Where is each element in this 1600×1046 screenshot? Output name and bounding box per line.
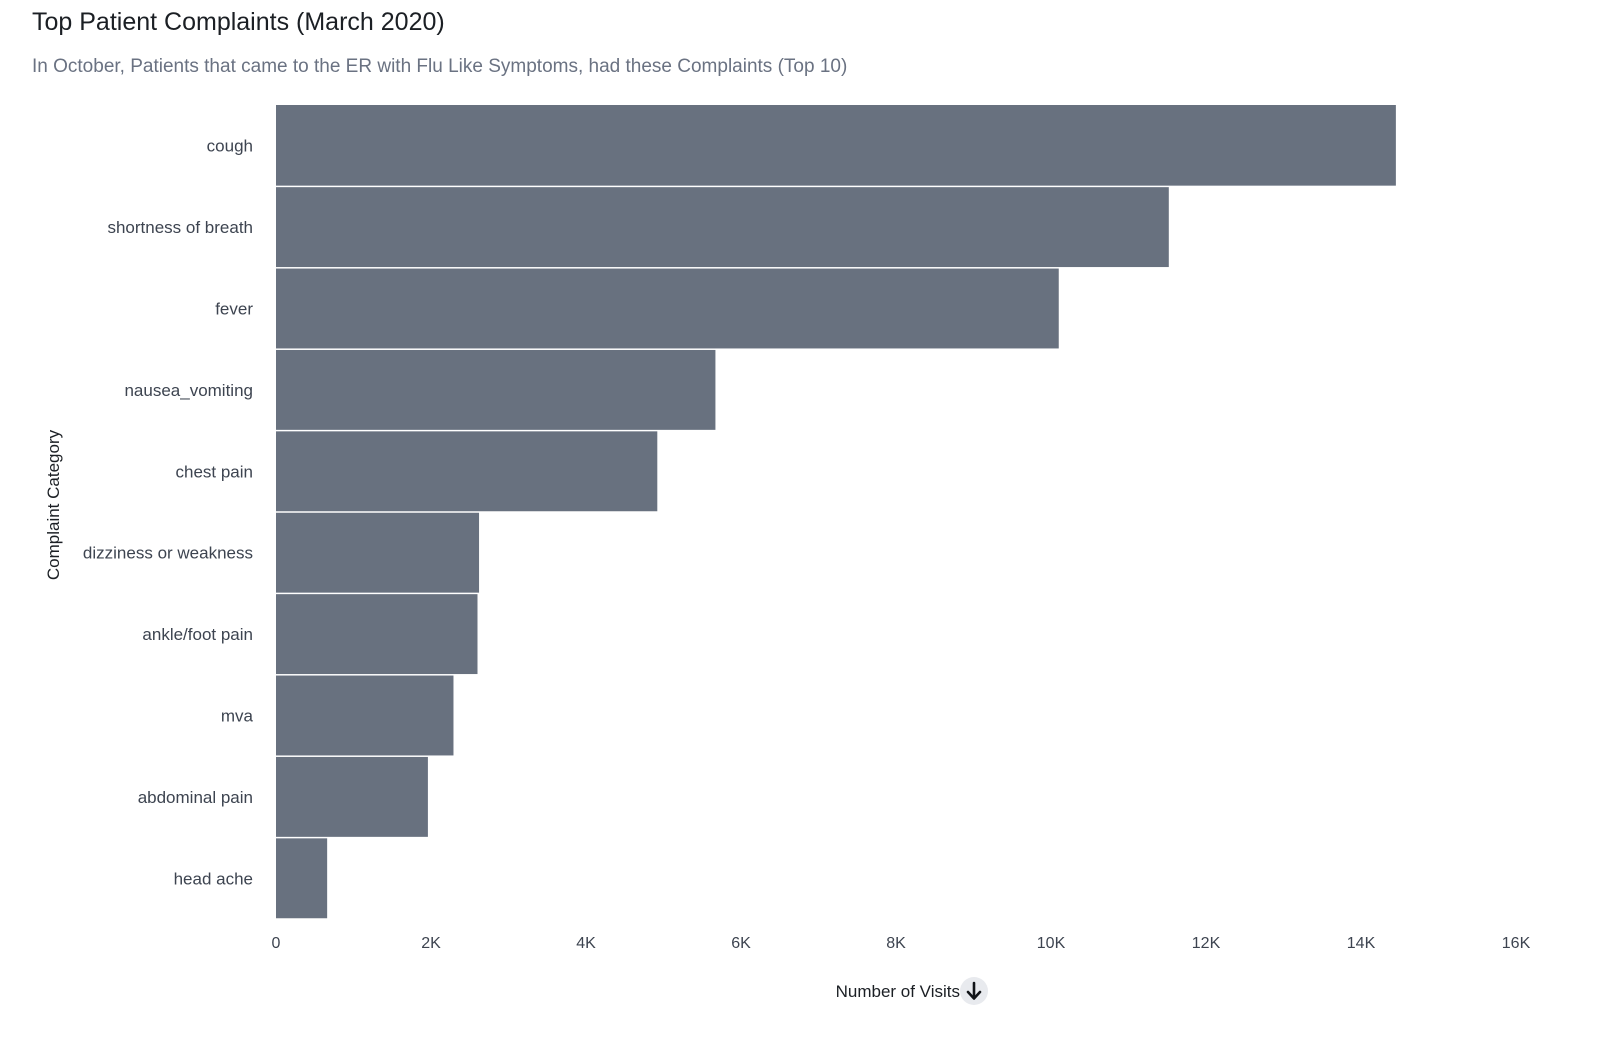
category-label: cough — [207, 137, 253, 156]
x-tick-label: 8K — [886, 935, 906, 952]
category-label: ankle/foot pain — [142, 625, 253, 644]
bar[interactable] — [276, 675, 454, 756]
bar[interactable] — [276, 431, 658, 512]
x-tick-label: 4K — [576, 935, 596, 952]
bar[interactable] — [276, 105, 1396, 186]
bar[interactable] — [276, 349, 716, 430]
bar[interactable] — [276, 268, 1059, 349]
category-label: chest pain — [176, 462, 254, 481]
category-label: mva — [221, 707, 254, 726]
category-label: head ache — [174, 869, 253, 888]
bar[interactable] — [276, 512, 480, 593]
x-tick-label: 16K — [1502, 935, 1531, 952]
chart-subtitle: In October, Patients that came to the ER… — [32, 56, 848, 77]
category-label: nausea_vomiting — [124, 381, 253, 400]
x-tick-label: 0 — [272, 935, 281, 952]
bar[interactable] — [276, 594, 478, 675]
category-label: dizziness or weakness — [83, 544, 253, 563]
bar[interactable] — [276, 187, 1169, 268]
category-label: shortness of breath — [107, 218, 253, 237]
category-label: abdominal pain — [138, 788, 253, 807]
x-tick-label: 14K — [1347, 935, 1376, 952]
chart-title: Top Patient Complaints (March 2020) — [32, 8, 445, 36]
x-axis-title: Number of Visits — [836, 982, 960, 1001]
sort-button[interactable] — [960, 977, 988, 1005]
x-tick-label: 6K — [731, 935, 751, 952]
y-axis-title: Complaint Category — [44, 429, 63, 580]
x-tick-label: 12K — [1192, 935, 1221, 952]
bar[interactable] — [276, 756, 428, 837]
x-tick-label: 10K — [1037, 935, 1066, 952]
category-label: fever — [215, 300, 253, 319]
x-tick-label: 2K — [421, 935, 441, 952]
arrow-head — [966, 990, 982, 1000]
bar[interactable] — [276, 838, 328, 919]
arrow-down-icon — [966, 981, 982, 1000]
